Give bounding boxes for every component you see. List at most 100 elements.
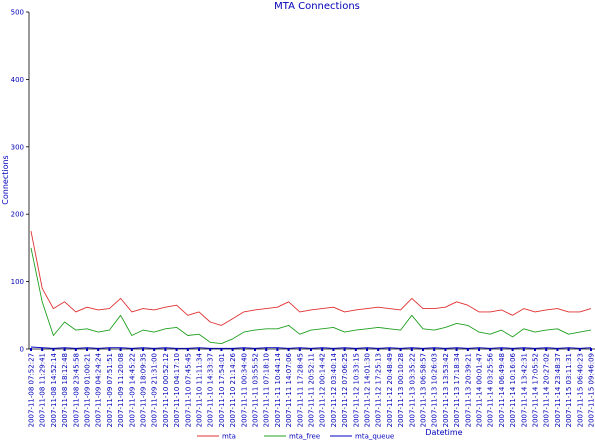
series-line-mta [30,231,592,326]
x-axis-ticks: 2007-11-08 07:52:27 2007-11-08 11:29:41 20… [28,348,595,427]
x-tick-label: 2007-11-14 00:01:47 [476,353,484,427]
x-tick-label: 2007-11-14 03:25:56 [487,352,495,427]
x-tick-label: 2007-11-14 23:48:37 [554,353,562,427]
y-tick-label: 200 [11,211,24,219]
x-tick-mark [254,348,256,351]
x-tick-mark [511,348,514,351]
x-tick-label: 2007-11-09 07:51:51 [106,353,114,427]
legend-label-mta-free: mta_free [289,433,320,441]
x-tick-mark [433,348,436,351]
x-tick-mark [567,348,570,351]
x-tick-label: 2007-11-14 17:05:52 [532,353,540,427]
x-tick-mark [444,348,447,351]
series-line-mta-queue [30,346,592,349]
legend-label-mta-queue: mta_queue [355,433,394,441]
x-tick-mark [478,348,480,351]
x-tick-mark [489,348,492,351]
x-tick-label: 2007-11-10 00:52:12 [162,353,170,427]
x-tick-mark [175,348,178,351]
x-tick-label: 2007-11-12 14:01:30 [364,353,372,427]
x-tick-mark [287,348,290,351]
x-tick-mark [422,348,424,351]
y-tick-label: 500 [11,9,24,17]
x-tick-label: 2007-11-08 11:29:41 [39,353,47,427]
x-tick-label: 2007-11-10 17:54:01 [218,353,226,427]
x-tick-label: 2007-11-08 07:52:27 [28,353,36,427]
x-tick-label: 2007-11-11 14:07:06 [285,352,293,427]
x-tick-mark [63,348,66,351]
x-tick-mark [556,348,559,351]
x-tick-label: 2007-11-15 09:46:09 [588,353,595,427]
x-tick-label: 2007-11-10 11:11:34 [196,352,204,427]
x-tick-label: 2007-11-09 14:45:22 [128,353,136,427]
x-tick-mark [231,348,234,351]
x-tick-mark [242,348,245,351]
x-tick-mark [142,348,144,351]
x-tick-label: 2007-11-09 01:00:21 [84,353,92,427]
x-tick-mark [265,348,268,351]
x-tick-mark [164,348,167,351]
y-tick-label: 0 [20,346,24,354]
y-tick-label: 300 [11,143,24,151]
x-tick-mark [590,348,592,351]
x-tick-label: 2007-11-11 17:28:45 [296,353,304,427]
x-tick-label: 2007-11-15 06:40:23 [576,353,584,427]
x-tick-label: 2007-11-09 21:31:00 [151,353,159,427]
x-tick-label: 2007-11-11 00:34:40 [240,353,248,427]
chart-title: MTA Connections [274,1,360,12]
x-tick-mark [41,348,44,351]
x-tick-mark [388,348,391,351]
x-tick-mark [220,348,223,351]
x-tick-label: 2007-11-11 20:52:11 [308,353,316,427]
legend-label-mta: mta [222,433,236,441]
x-tick-label: 2007-11-12 10:33:15 [352,353,360,427]
x-tick-mark [366,348,368,351]
x-tick-label: 2007-11-11 03:55:52 [252,353,260,427]
x-tick-mark [343,348,346,351]
x-tick-label: 2007-11-12 03:40:14 [330,352,338,427]
x-tick-mark [276,348,279,351]
y-tick-label: 400 [11,76,24,84]
x-tick-label: 2007-11-11 10:44:14 [274,352,282,427]
x-tick-label: 2007-11-14 13:42:31 [520,353,528,427]
x-tick-mark [321,348,324,351]
x-tick-mark [298,348,301,351]
x-tick-mark [466,348,469,351]
series-line-mta-free [30,247,592,345]
x-tick-mark [74,348,77,351]
x-tick-label: 2007-11-13 10:26:03 [431,353,439,427]
x-tick-label: 2007-11-13 17:18:34 [453,352,461,427]
x-tick-label: 2007-11-14 10:16:06 [509,352,517,427]
x-tick-mark [410,348,413,351]
x-tick-label: 2007-11-12 20:48:49 [386,353,394,427]
x-tick-mark [198,348,200,351]
x-tick-mark [153,348,156,351]
x-tick-label: 2007-11-08 18:12:48 [61,353,69,427]
x-tick-label: 2007-11-08 14:52:14 [50,352,58,427]
x-tick-mark [130,348,133,351]
x-tick-label: 2007-11-09 18:09:35 [140,353,148,427]
x-tick-label: 2007-11-12 07:06:25 [341,353,349,427]
x-tick-label: 2007-11-10 14:33:37 [207,353,215,427]
x-tick-mark [399,348,402,351]
x-tick-label: 2007-11-14 06:49:48 [498,353,506,427]
x-tick-label: 2007-11-14 20:27:02 [543,353,551,427]
x-tick-label: 2007-11-08 23:45:58 [72,353,80,427]
x-tick-mark [545,348,548,351]
x-tick-mark [500,348,503,351]
x-tick-label: 2007-11-13 00:10:28 [397,353,405,427]
x-tick-mark [522,348,525,351]
x-tick-label: 2007-11-12 17:25:13 [375,353,383,427]
x-tick-mark [310,348,312,351]
x-tick-mark [30,348,32,351]
x-tick-mark [332,348,335,351]
x-tick-label: 2007-11-13 20:39:21 [464,353,472,427]
y-axis-label: Connections [1,155,10,204]
x-tick-mark [354,348,357,351]
x-tick-mark [86,348,88,351]
x-tick-label: 2007-11-12 00:14:42 [319,353,327,427]
x-tick-mark [377,348,380,351]
x-tick-label: 2007-11-13 13:53:42 [442,353,450,427]
x-tick-mark [578,348,581,351]
